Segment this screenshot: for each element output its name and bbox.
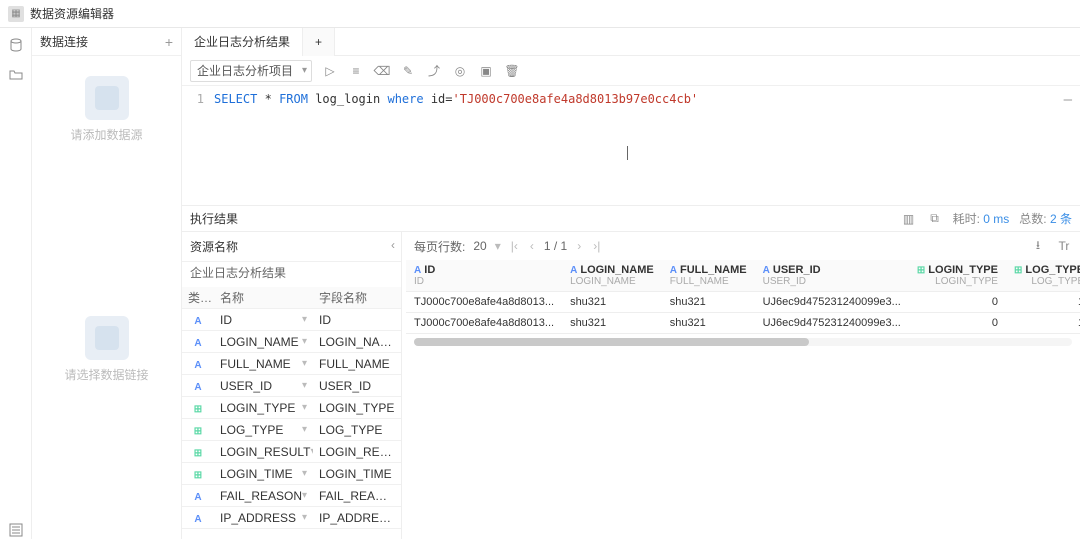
app-icon: ▦ — [8, 6, 24, 22]
prev-page-button[interactable]: ‹ — [528, 239, 536, 253]
run-icon[interactable]: ▷ — [322, 63, 338, 79]
schema-row[interactable]: ⊞LOGIN_TIME▾LOGIN_TIME — [182, 463, 401, 485]
horizontal-scrollbar[interactable] — [414, 338, 1072, 346]
clear-icon[interactable]: ⌫ — [374, 63, 390, 79]
schema-subtitle: 企业日志分析结果 — [182, 262, 401, 287]
table-row[interactable]: TJ000c700e8afe4a8d8013...shu321shu321UJ6… — [406, 313, 1080, 334]
page-indicator: 1 / 1 — [544, 239, 567, 253]
sql-code: SELECT * FROM log_login where id='TJ000c… — [214, 92, 1080, 106]
placeholder-icon — [85, 76, 129, 120]
empty-datasource: 请添加数据源 — [32, 56, 181, 196]
schema-row[interactable]: AUSER_ID▾USER_ID — [182, 375, 401, 397]
titlebar: ▦ 数据资源编辑器 — [0, 0, 1080, 28]
data-panel: 每页行数: 20 ▾ |‹ ‹ 1 / 1 › ›| ⭳ Tr — [402, 232, 1080, 539]
last-page-button[interactable]: ›| — [591, 239, 602, 253]
icon-rail — [0, 28, 32, 539]
folder-icon[interactable] — [7, 66, 25, 84]
edit-icon[interactable]: ✎ — [400, 63, 416, 79]
add-tab-button[interactable]: + — [303, 28, 335, 56]
layout-icon[interactable]: ▥ — [901, 211, 917, 227]
download-icon[interactable]: ⭳ — [1030, 238, 1046, 254]
schema-row[interactable]: ⊞LOGIN_RESULT▾LOGIN_RESULT — [182, 441, 401, 463]
schema-title: 资源名称 — [190, 238, 393, 255]
format-icon[interactable]: ≡ — [348, 63, 364, 79]
count-label: 总数: 2 条 — [1019, 210, 1072, 227]
column-header[interactable]: ⊞ LOG_TYPELOG_TYPE — [1006, 260, 1080, 292]
collapse-schema-icon[interactable]: ‹ — [391, 238, 395, 252]
list-icon[interactable] — [7, 521, 25, 539]
schema-row[interactable]: AIP_ADDRESS▾IP_ADDRESS — [182, 507, 401, 529]
export-icon[interactable]: ⤴ — [426, 63, 442, 79]
schema-row[interactable]: AID▾ID — [182, 309, 401, 331]
results-header: 执行结果 ▥ ⧉ 耗时: 0 ms 总数: 2 条 — [182, 206, 1080, 232]
schema-panel: 资源名称 ‹ 企业日志分析结果 类型名称字段名称AID▾IDALOGIN_NAM… — [182, 232, 402, 539]
editor-toolbar: 企业日志分析项目 ▷ ≡ ⌫ ✎ ⤴ ◎ ▣ 🗑 — [182, 56, 1080, 86]
column-header[interactable]: ⊞ LOGIN_TYPELOGIN_TYPE — [909, 260, 1006, 292]
save-icon[interactable]: ▣ — [478, 63, 494, 79]
line-number: 1 — [182, 92, 210, 106]
editor-tabs: 企业日志分析结果 + — [182, 28, 1080, 56]
first-page-button[interactable]: |‹ — [509, 239, 520, 253]
table-row[interactable]: TJ000c700e8afe4a8d8013...shu321shu321UJ6… — [406, 292, 1080, 313]
column-header[interactable]: A FULL_NAMEFULL_NAME — [662, 260, 755, 292]
add-connection-button[interactable]: + — [165, 34, 173, 50]
sql-editor[interactable]: 1 SELECT * FROM log_login where id='TJ00… — [182, 86, 1080, 206]
copy-icon[interactable]: ⧉ — [927, 211, 943, 227]
column-header[interactable]: A IDID — [406, 260, 562, 292]
column-header[interactable]: A USER_IDUSER_ID — [755, 260, 909, 292]
schema-row[interactable]: ALOGIN_NAME▾LOGIN_NAME — [182, 331, 401, 353]
pager: 每页行数: 20 ▾ |‹ ‹ 1 / 1 › ›| ⭳ Tr — [406, 232, 1080, 260]
schema-row[interactable]: AFULL_NAME▾FULL_NAME — [182, 353, 401, 375]
settings-icon[interactable]: Tr — [1056, 238, 1072, 254]
delete-icon[interactable]: 🗑 — [504, 63, 520, 79]
app-title: 数据资源编辑器 — [30, 5, 114, 22]
elapsed-label: 耗时: 0 ms — [953, 210, 1010, 227]
text-cursor — [627, 146, 628, 160]
column-header[interactable]: A LOGIN_NAMELOGIN_NAME — [562, 260, 662, 292]
connection-panel: 数据连接 + 请添加数据源 请选择数据链接 — [32, 28, 182, 539]
page-size[interactable]: 20 — [473, 239, 486, 253]
placeholder-icon — [85, 316, 129, 360]
empty-link: 请选择数据链接 — [32, 196, 181, 539]
project-select[interactable]: 企业日志分析项目 — [190, 60, 312, 82]
results-title: 执行结果 — [190, 210, 238, 227]
schema-row[interactable]: AFAIL_REASON▾FAIL_REASON — [182, 485, 401, 507]
schema-row[interactable]: ⊞LOGIN_TYPE▾LOGIN_TYPE — [182, 397, 401, 419]
locate-icon[interactable]: ◎ — [452, 63, 468, 79]
tab-result[interactable]: 企业日志分析结果 — [182, 28, 303, 56]
next-page-button[interactable]: › — [575, 239, 583, 253]
result-grid[interactable]: A IDIDA LOGIN_NAMELOGIN_NAMEA FULL_NAMEF… — [406, 260, 1080, 334]
schema-row[interactable]: ⊞LOG_TYPE▾LOG_TYPE — [182, 419, 401, 441]
datasource-icon[interactable] — [7, 36, 25, 54]
collapse-editor-icon[interactable]: — — [1064, 92, 1072, 108]
connection-label: 数据连接 — [40, 33, 88, 50]
